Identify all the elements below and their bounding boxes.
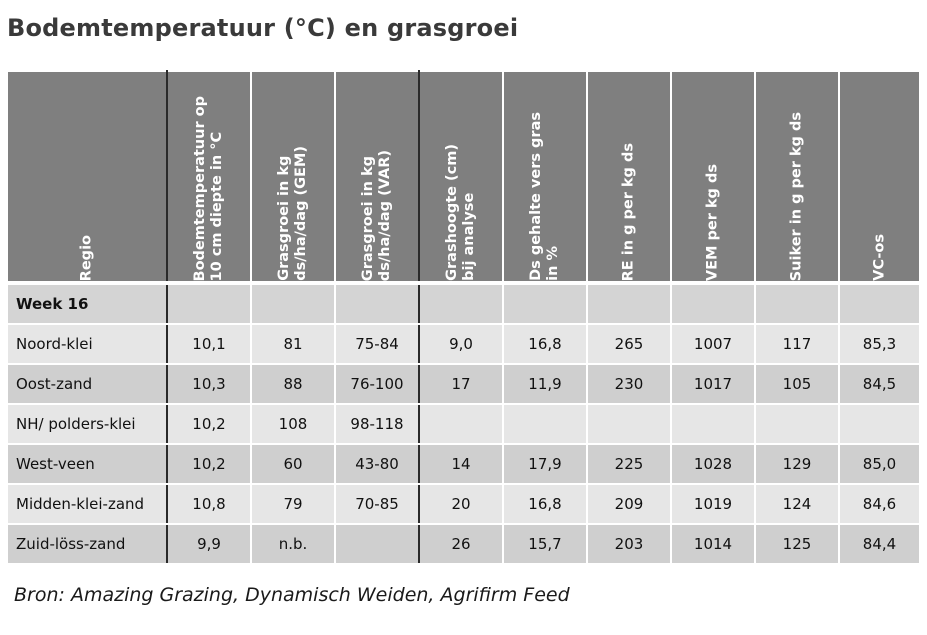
table-cell: 70-85 xyxy=(334,483,420,525)
table-cell: 1017 xyxy=(670,363,756,405)
table-cell: 1028 xyxy=(670,443,756,485)
table-cell xyxy=(838,403,921,445)
column-header-vem: VEM per kg ds xyxy=(670,70,756,284)
table-cell: 98-118 xyxy=(334,403,420,445)
page-title: Bodemtemperatuur (°C) en grasgroei xyxy=(7,14,519,42)
table-cell: 203 xyxy=(586,523,672,565)
column-header-vc-os: VC-os xyxy=(838,70,921,284)
table-cell: 10,2 xyxy=(166,403,252,445)
table-cell: 14 xyxy=(418,443,504,485)
row-label: NH/ polders-klei xyxy=(6,403,168,445)
table-row: NH/ polders-klei 10,2 108 98-118 xyxy=(6,403,921,445)
table-cell: 10,3 xyxy=(166,363,252,405)
table-cell: 17 xyxy=(418,363,504,405)
table-cell: 79 xyxy=(250,483,336,525)
row-label: Noord-klei xyxy=(6,323,168,365)
table-row: Noord-klei 10,1 81 75-84 9,0 16,8 265 1007 117 85… xyxy=(6,323,921,365)
table-cell: 76-100 xyxy=(334,363,420,405)
table-cell: 11,9 xyxy=(502,363,588,405)
column-header-ds-gehalte: Ds gehalte vers gras in % xyxy=(502,70,588,284)
table-cell: 209 xyxy=(586,483,672,525)
column-header-grasgroei-gem: Grasgroei in kg ds/ha/dag (GEM) xyxy=(250,70,336,284)
table-cell: 10,1 xyxy=(166,323,252,365)
table-cell: 26 xyxy=(418,523,504,565)
table-cell: 81 xyxy=(250,323,336,365)
table-row: Midden-klei-zand 10,8 79 70-85 20 16,8 209 1019… xyxy=(6,483,921,525)
week-row: Week 16 xyxy=(6,282,921,325)
table-cell: 10,8 xyxy=(166,483,252,525)
column-header-suiker: Suiker in g per kg ds xyxy=(754,70,840,284)
table-cell: 75-84 xyxy=(334,323,420,365)
row-label: Oost-zand xyxy=(6,363,168,405)
column-header-grasgroei-var: Grasgroei in kg ds/ha/dag (VAR) xyxy=(334,70,420,284)
table-row: West-veen 10,2 60 43-80 14 17,9 225 1028 129 85,0 xyxy=(6,443,921,485)
table-cell: 16,8 xyxy=(502,483,588,525)
table-cell: 1007 xyxy=(670,323,756,365)
table-cell: 1014 xyxy=(670,523,756,565)
table-cell: 17,9 xyxy=(502,443,588,485)
table-cell: 124 xyxy=(754,483,840,525)
table-cell: 85,0 xyxy=(838,443,921,485)
table-cell: 230 xyxy=(586,363,672,405)
table-cell: 15,7 xyxy=(502,523,588,565)
column-header-regio: Regio xyxy=(6,70,168,284)
table-cell xyxy=(418,403,504,445)
table-cell: n.b. xyxy=(250,523,336,565)
table-cell: 20 xyxy=(418,483,504,525)
row-label: Midden-klei-zand xyxy=(6,483,168,525)
table-cell: 9,9 xyxy=(166,523,252,565)
week-label: Week 16 xyxy=(6,282,168,325)
table-cell: 1019 xyxy=(670,483,756,525)
table-cell xyxy=(502,403,588,445)
table-cell: 108 xyxy=(250,403,336,445)
table-cell: 117 xyxy=(754,323,840,365)
table-cell: 225 xyxy=(586,443,672,485)
column-header-re: RE in g per kg ds xyxy=(586,70,672,284)
table-cell: 129 xyxy=(754,443,840,485)
table-cell: 16,8 xyxy=(502,323,588,365)
table-cell: 9,0 xyxy=(418,323,504,365)
column-header-grashoogte: Grashoogte (cm) bij analyse xyxy=(418,70,504,284)
source-note: Bron: Amazing Grazing, Dynamisch Weiden,… xyxy=(14,584,570,606)
row-label: Zuid-löss-zand xyxy=(6,523,168,565)
table-cell: 85,3 xyxy=(838,323,921,365)
table-row: Zuid-löss-zand 9,9 n.b. 26 15,7 203 1014 125 84,… xyxy=(6,523,921,565)
table-cell xyxy=(586,403,672,445)
table-cell: 84,6 xyxy=(838,483,921,525)
table-cell: 60 xyxy=(250,443,336,485)
data-table: Regio Bodemtemperatuur op 10 cm diepte i… xyxy=(6,70,921,565)
table-cell: 125 xyxy=(754,523,840,565)
table-row: Oost-zand 10,3 88 76-100 17 11,9 230 1017 105 84,… xyxy=(6,363,921,405)
row-label: West-veen xyxy=(6,443,168,485)
table-cell: 10,2 xyxy=(166,443,252,485)
table-cell: 105 xyxy=(754,363,840,405)
table-cell: 84,4 xyxy=(838,523,921,565)
table-cell xyxy=(334,523,420,565)
table-cell xyxy=(670,403,756,445)
header-row: Regio Bodemtemperatuur op 10 cm diepte i… xyxy=(6,70,921,284)
column-header-bodemtemperatuur: Bodemtemperatuur op 10 cm diepte in °C xyxy=(166,70,252,284)
table-cell: 43-80 xyxy=(334,443,420,485)
table-cell: 84,5 xyxy=(838,363,921,405)
table-cell xyxy=(754,403,840,445)
table-cell: 265 xyxy=(586,323,672,365)
table-cell: 88 xyxy=(250,363,336,405)
